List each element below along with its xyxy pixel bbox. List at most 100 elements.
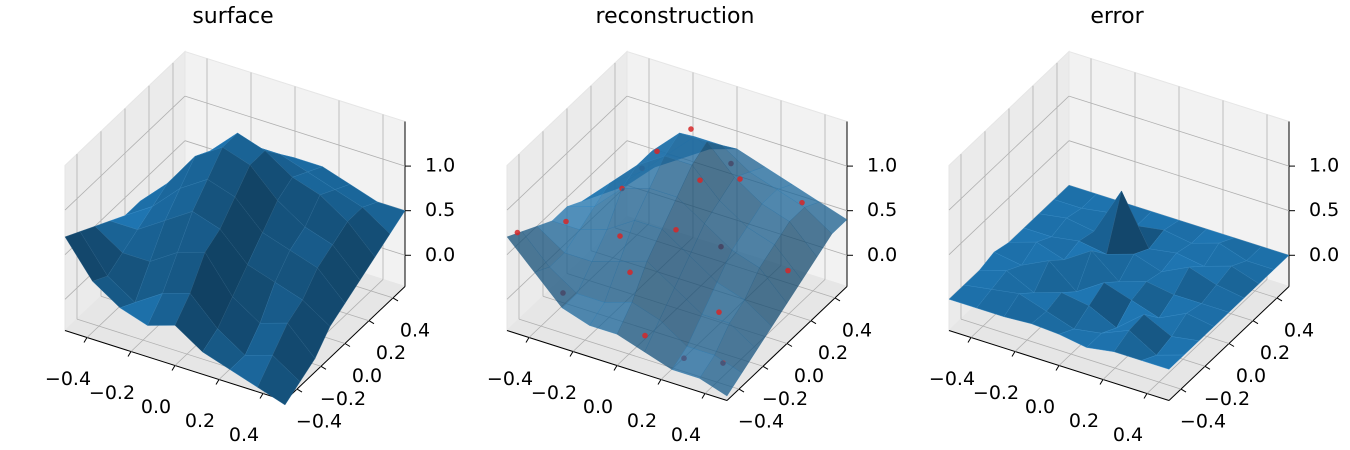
y-tick-label: 0.0 (352, 365, 382, 387)
tick-mark (786, 343, 793, 347)
subplot: error−0.4−0.20.00.20.4−0.4−0.20.00.20.40… (929, 4, 1339, 446)
tick-mark (127, 351, 132, 357)
tick-mark (1228, 343, 1235, 347)
grid-line (184, 95, 406, 167)
y-tick-label: −0.2 (1204, 388, 1250, 410)
surface-patch (1140, 354, 1185, 370)
sample-point (617, 233, 623, 239)
x-tick-label: 0.2 (627, 410, 657, 432)
z-tick-label: 1.0 (1309, 155, 1339, 177)
x-tick-label: −0.4 (45, 368, 91, 390)
tick-mark (834, 297, 841, 302)
tick-mark (171, 365, 176, 371)
tick-mark (1143, 393, 1148, 399)
surface-patch (699, 354, 743, 397)
grid-line (948, 95, 1070, 211)
x-tick-label: 0.2 (185, 410, 215, 432)
tick-mark (1180, 388, 1187, 393)
y-tick-label: 0.4 (1284, 319, 1314, 341)
tick-mark (762, 365, 769, 370)
tick-mark (320, 365, 327, 370)
y-tick-label: −0.4 (1180, 411, 1226, 433)
x-tick-label: −0.4 (929, 368, 975, 390)
subplot-title: reconstruction (596, 4, 755, 29)
tick-mark (392, 297, 399, 302)
tick-mark (738, 388, 745, 393)
z-tick-label: 0.0 (867, 244, 897, 266)
tick-mark (1099, 379, 1104, 385)
tick-mark (1011, 351, 1016, 357)
x-tick-label: 0.2 (1069, 410, 1099, 432)
tick-mark (810, 320, 817, 325)
y-tick-label: 0.2 (1260, 342, 1290, 364)
sample-point (514, 229, 521, 236)
grid-line (960, 318, 1182, 390)
sample-point (673, 226, 679, 233)
x-tick-label: 0.4 (1113, 424, 1143, 446)
sample-point (563, 218, 569, 225)
z-tick-label: 0.0 (1309, 244, 1339, 266)
y-tick-label: −0.2 (320, 388, 366, 410)
z-tick-label: 0.5 (867, 199, 897, 221)
surface-patch (257, 354, 301, 406)
subplot: reconstruction−0.4−0.20.00.20.4−0.4−0.20… (487, 4, 897, 446)
z-tick-label: 0.5 (425, 199, 455, 221)
tick-mark (83, 337, 88, 343)
x-tick-label: 0.0 (141, 396, 171, 418)
tick-mark (259, 393, 264, 399)
sample-point (799, 199, 805, 206)
y-tick-label: 0.2 (818, 342, 848, 364)
tick-mark (344, 343, 351, 347)
y-tick-label: 0.0 (1236, 365, 1266, 387)
y-tick-label: −0.4 (738, 411, 784, 433)
sample-point (688, 126, 694, 132)
tick-mark (1252, 320, 1259, 325)
y-tick-label: −0.2 (762, 388, 808, 410)
surface-patch (64, 231, 108, 282)
y-tick-label: 0.2 (376, 342, 406, 364)
y-tick-label: 0.0 (794, 365, 824, 387)
x-tick-label: 0.4 (671, 424, 701, 446)
tick-mark (613, 365, 618, 371)
sample-point (785, 267, 791, 274)
sample-point (737, 176, 743, 182)
tick-mark (569, 351, 574, 357)
tick-mark (657, 379, 662, 385)
tick-mark (525, 337, 530, 343)
subplot-title: error (1090, 4, 1144, 29)
x-tick-label: 0.4 (229, 424, 259, 446)
subplot: surface−0.4−0.20.00.20.4−0.4−0.20.00.20.… (45, 4, 455, 446)
y-tick-label: −0.4 (296, 411, 342, 433)
tick-mark (701, 393, 706, 399)
tick-mark (296, 388, 303, 393)
tick-mark (1055, 365, 1060, 371)
tick-mark (215, 379, 220, 385)
grid-line (1068, 95, 1290, 167)
tick-mark (368, 320, 375, 325)
x-tick-label: −0.2 (531, 382, 577, 404)
y-tick-label: 0.4 (842, 319, 872, 341)
x-tick-label: 0.0 (1025, 396, 1055, 418)
tick-mark (1204, 365, 1211, 370)
sample-point (716, 309, 722, 315)
sample-point (654, 148, 660, 155)
sample-point (697, 177, 703, 183)
z-tick-label: 0.5 (1309, 199, 1339, 221)
x-tick-label: −0.2 (973, 382, 1019, 404)
tick-mark (967, 337, 972, 343)
z-tick-label: 0.0 (425, 244, 455, 266)
grid-line (64, 95, 186, 211)
x-tick-label: −0.2 (89, 382, 135, 404)
grid-line (948, 140, 1070, 255)
x-tick-label: 0.0 (583, 396, 613, 418)
grid-line (626, 95, 848, 167)
grid-line (506, 95, 628, 211)
sample-point (642, 332, 648, 339)
z-tick-label: 1.0 (867, 155, 897, 177)
sample-point (627, 269, 633, 276)
z-tick-label: 1.0 (425, 155, 455, 177)
subplot-title: surface (192, 4, 273, 29)
tick-mark (1276, 297, 1283, 302)
y-tick-label: 0.4 (400, 319, 430, 341)
